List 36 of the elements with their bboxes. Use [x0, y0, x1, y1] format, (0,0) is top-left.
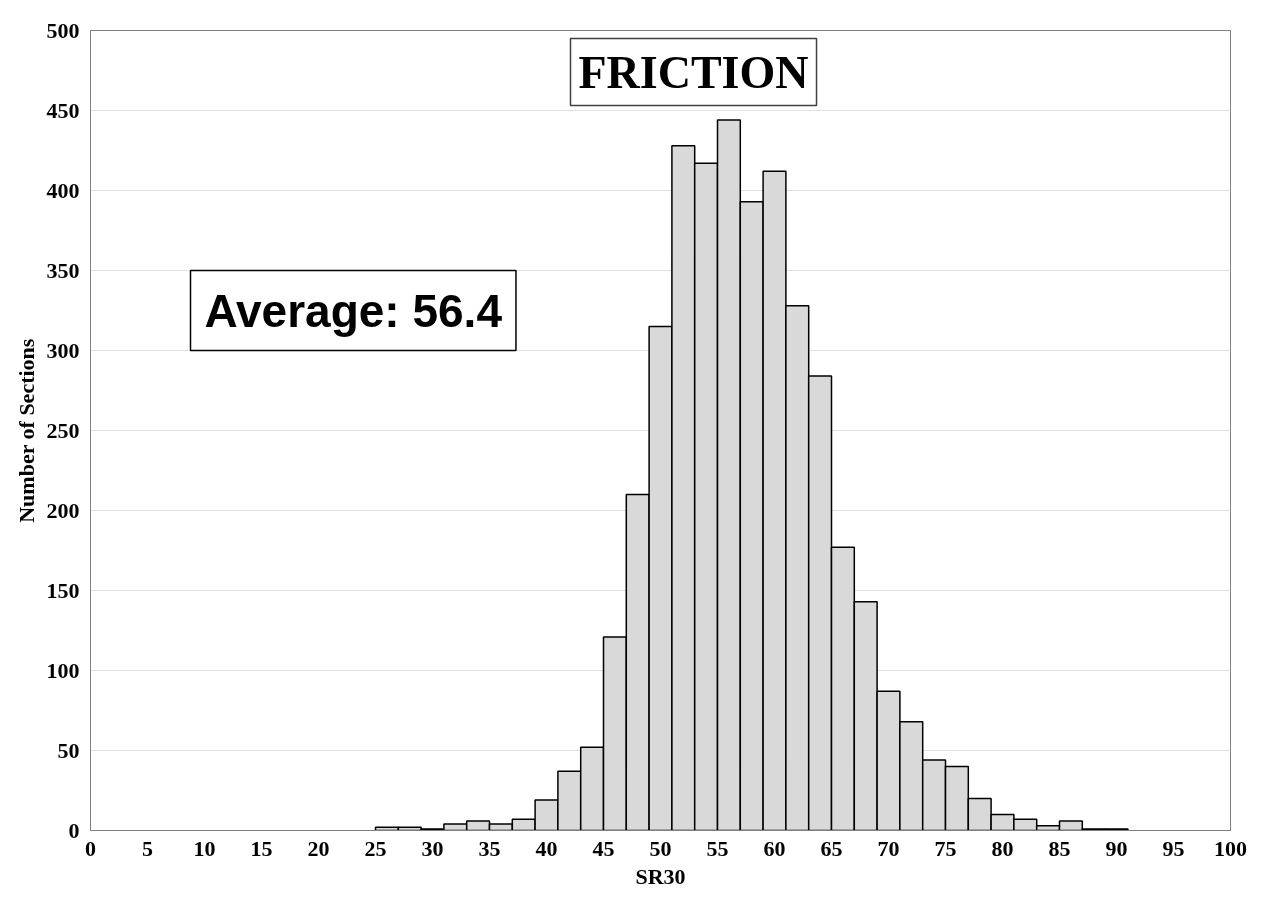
x-tick-label: 65 [820, 835, 843, 861]
x-tick-label: 35 [478, 835, 501, 861]
y-tick-label: 200 [46, 497, 80, 523]
y-tick-label: 300 [46, 337, 80, 363]
x-tick-label: 60 [763, 835, 786, 861]
x-tick-label: 20 [307, 835, 330, 861]
x-tick-label: 50 [649, 835, 672, 861]
y-tick-label: 250 [46, 417, 80, 443]
x-tick-label: 85 [1048, 835, 1071, 861]
x-tick-label: 15 [250, 835, 273, 861]
chart-title: FRICTION [578, 46, 809, 98]
y-tick-label: 500 [46, 17, 80, 43]
y-tick-label: 100 [46, 657, 80, 683]
y-axis-title: Number of Sections [13, 338, 39, 523]
x-tick-label: 30 [421, 835, 444, 861]
y-tick-label: 350 [46, 257, 80, 283]
x-tick-label: 70 [877, 835, 900, 861]
x-tick-label: 45 [592, 835, 615, 861]
x-tick-label: 25 [364, 835, 387, 861]
y-tick-label: 150 [46, 577, 80, 603]
x-tick-label: 10 [193, 835, 216, 861]
x-tick-label: 55 [706, 835, 729, 861]
x-tick-label: 95 [1162, 835, 1185, 861]
y-tick-label: 0 [68, 817, 80, 843]
x-tick-label: 75 [934, 835, 957, 861]
x-axis-title: SR30 [635, 863, 686, 889]
x-tick-label: 90 [1105, 835, 1128, 861]
y-tick-label: 400 [46, 177, 80, 203]
x-tick-label: 80 [991, 835, 1014, 861]
x-tick-label: 5 [142, 835, 153, 861]
y-tick-label: 450 [46, 97, 80, 123]
x-tick-label: 0 [85, 835, 96, 861]
annotation: Average: 56.4 [204, 284, 503, 337]
x-tick-label: 100 [1214, 835, 1247, 861]
x-tick-label: 40 [535, 835, 558, 861]
y-tick-label: 50 [57, 737, 80, 763]
